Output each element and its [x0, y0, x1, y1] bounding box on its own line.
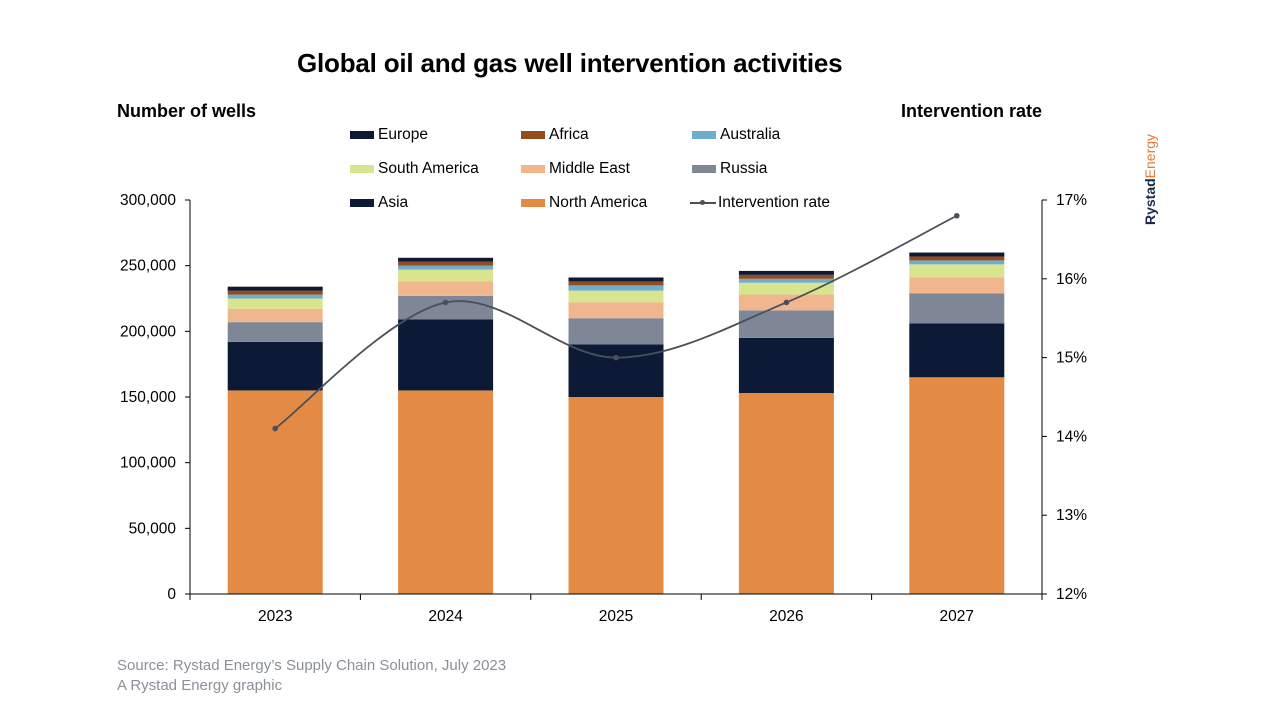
legend-label: South America [378, 160, 479, 177]
bar-segment-europe [398, 257, 494, 262]
legend-label: Russia [720, 160, 768, 177]
bar-segment-north-america [909, 377, 1005, 594]
x-tick-label: 2025 [599, 608, 633, 625]
legend: Europe Africa Australia South America Mi… [350, 126, 870, 226]
bar-segment-africa [738, 274, 834, 279]
legend-label: Intervention rate [718, 194, 831, 211]
legend-item-intervention-rate: Intervention rate [690, 194, 830, 212]
intervention-rate-point [613, 354, 619, 361]
y2-tick-label: 12% [1056, 586, 1087, 603]
legend-swatch [350, 165, 374, 173]
bar-segment-africa [227, 290, 323, 295]
x-tick-label: 2026 [769, 608, 803, 625]
bar-segment-europe [568, 277, 664, 282]
legend-swatch [521, 199, 545, 207]
bar-segment-africa [398, 261, 494, 266]
y2-tick-label: 16% [1056, 271, 1087, 288]
bar-segment-north-america [738, 393, 834, 594]
bar-segment-south-america [909, 264, 1005, 278]
x-tick-label: 2024 [428, 608, 463, 625]
legend-label: Asia [378, 194, 409, 211]
y2-tick-label: 14% [1056, 428, 1087, 445]
legend-item-middle-east: Middle East [521, 160, 630, 178]
bar-segment-south-america [398, 269, 494, 282]
y-tick-label: 300,000 [120, 192, 176, 209]
source-line: Source: Rystad Energy’s Supply Chain Sol… [117, 657, 507, 674]
intervention-rate-point [783, 299, 790, 306]
bar-segment-middle-east [568, 302, 664, 319]
legend-label: Europe [378, 126, 428, 143]
legend-item-russia: Russia [692, 160, 767, 178]
y-axis-left-title: Number of wells [117, 101, 257, 121]
bar-segment-africa [568, 281, 664, 286]
legend-item-australia: Australia [692, 126, 780, 144]
x-tick-label: 2027 [940, 608, 974, 625]
legend-swatch [350, 131, 374, 139]
bar-segment-australia [909, 260, 1005, 265]
y-axis-right-title: Intervention rate [901, 101, 1043, 121]
legend-label: Middle East [549, 160, 630, 177]
bar-segment-north-america [568, 397, 664, 594]
legend-swatch [521, 165, 545, 173]
legend-label: North America [549, 194, 648, 211]
bar-segment-europe [738, 270, 834, 275]
brand-part1: Rystad [1142, 178, 1158, 225]
legend-item-north-america: North America [521, 194, 647, 212]
legend-swatch [521, 131, 545, 139]
source-note: Source: Rystad Energy’s Supply Chain Sol… [117, 656, 506, 696]
legend-line-swatch [690, 199, 716, 207]
brand-part2: Energy [1142, 133, 1158, 179]
intervention-rate-point [954, 212, 960, 219]
bar-segment-australia [398, 265, 494, 270]
chart-title: Global oil and gas well intervention act… [297, 48, 843, 78]
legend-item-asia: Asia [350, 194, 408, 212]
x-tick-label: 2023 [258, 608, 292, 625]
y2-tick-label: 17% [1056, 192, 1087, 209]
y-tick-label: 250,000 [120, 258, 176, 275]
bar-segment-asia [909, 323, 1005, 378]
bar-segment-asia [738, 337, 834, 394]
y-tick-label: 100,000 [120, 455, 176, 472]
bar-segment-middle-east [227, 309, 323, 323]
intervention-rate-point [272, 425, 279, 432]
legend-label: Australia [720, 126, 781, 143]
bar-segment-north-america [227, 390, 323, 594]
legend-label: Africa [549, 126, 589, 143]
bar-segment-asia [568, 344, 664, 397]
legend-swatch [692, 165, 716, 173]
bar-segment-middle-east [909, 277, 1005, 294]
bar-segment-russia [568, 318, 664, 345]
y2-tick-label: 15% [1056, 350, 1087, 367]
bar-segment-russia [909, 293, 1005, 324]
bar-segment-europe [909, 252, 1005, 257]
bar-segment-middle-east [398, 281, 494, 296]
legend-swatch [350, 199, 374, 207]
y-tick-label: 200,000 [120, 323, 176, 340]
brand-logo: RystadEnergy [1142, 134, 1158, 225]
legend-item-south-america: South America [350, 160, 479, 178]
bar-segment-russia [227, 322, 323, 342]
bar-segment-asia [398, 319, 494, 391]
y-tick-label: 50,000 [129, 520, 177, 537]
bar-segment-asia [227, 341, 323, 391]
bar-segment-europe [227, 286, 323, 291]
bar-segment-north-america [398, 390, 494, 594]
intervention-rate-point [442, 299, 449, 306]
bar-segment-africa [909, 256, 1005, 261]
legend-item-europe: Europe [350, 126, 428, 144]
bar-segment-russia [738, 310, 834, 338]
bar-segment-australia [738, 278, 834, 283]
legend-item-africa: Africa [521, 126, 589, 144]
bar-segment-australia [568, 285, 664, 291]
bar-segment-south-america [738, 282, 834, 295]
legend-swatch [692, 131, 716, 139]
bar-segment-south-america [568, 290, 664, 303]
y2-tick-label: 13% [1056, 507, 1087, 524]
y-tick-label: 0 [167, 586, 176, 603]
credit-line: A Rystad Energy graphic [117, 677, 283, 694]
bar-segment-australia [227, 294, 323, 299]
bar-segment-south-america [227, 298, 323, 310]
y-tick-label: 150,000 [120, 389, 176, 406]
